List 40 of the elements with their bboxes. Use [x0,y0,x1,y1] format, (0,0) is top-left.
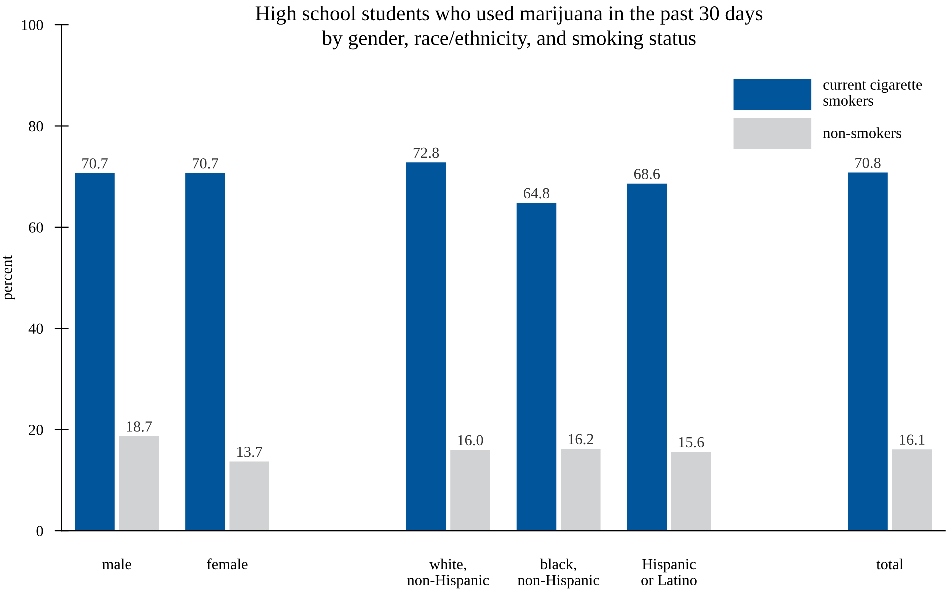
legend-label: current cigarette smokers [824,80,922,106]
legend-label: non-smokers [823,128,902,138]
bar [848,172,888,532]
x-tick-label: Hispanic or Latino [642,559,697,586]
data-label: 64.8 [524,188,550,199]
x-tick-label: female [207,558,248,570]
bar [671,452,712,532]
bar [75,173,115,532]
data-label: 70.7 [193,158,218,169]
chart-title: High school students who used marijuana in the past 30 days by gender, race/ethnicity, and smoking status [256,6,763,50]
data-label: 15.6 [679,437,704,448]
data-label: 70.8 [856,158,881,168]
data-label: 72.8 [414,148,440,158]
x-tick-label: male [102,558,132,570]
y-tick-label: 100 [22,20,44,30]
x-tick-label: white, non-Hispanic [408,558,490,589]
x-tick-label: total [876,558,904,570]
bar [561,449,601,532]
data-label: 13.7 [238,446,263,458]
bar [119,436,160,532]
bar [450,450,490,532]
y-tick-label: 20 [29,424,44,436]
bar [186,173,226,532]
data-label: 68.6 [634,169,660,180]
bar [230,462,270,532]
data-label: 16.0 [458,435,484,446]
y-tick-label: 80 [29,121,44,132]
bar [627,184,668,532]
data-label: 16.2 [568,434,594,445]
data-label: 16.1 [900,434,925,446]
bar [516,203,557,532]
y-tick-label: 60 [29,222,44,233]
y-tick-label: 40 [28,324,44,334]
y-tick-label: 0 [36,526,44,536]
data-label: 70.7 [82,158,108,169]
y-axis-title: percent [4,256,16,300]
bar [406,162,446,532]
bar [892,450,932,532]
x-tick-label: black, non-Hispanic [518,558,600,589]
data-label: 18.7 [127,422,152,432]
